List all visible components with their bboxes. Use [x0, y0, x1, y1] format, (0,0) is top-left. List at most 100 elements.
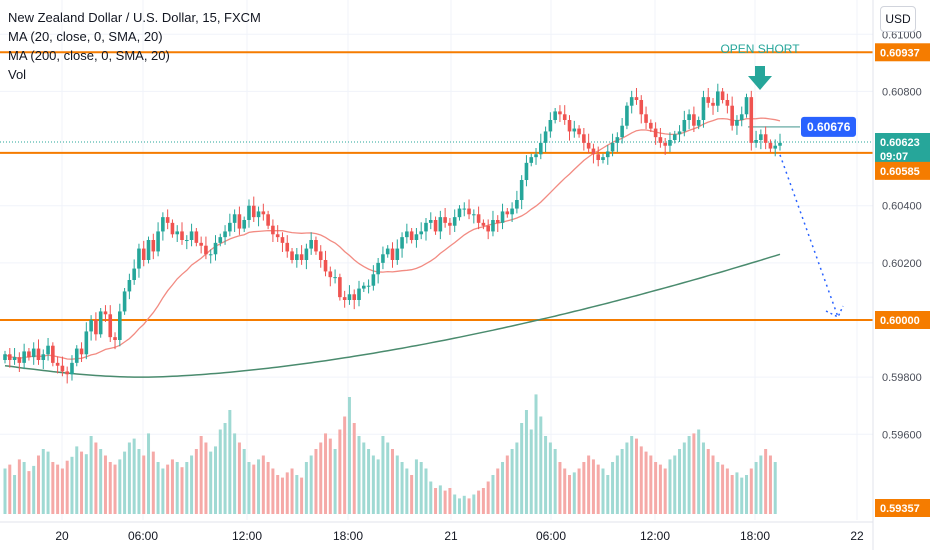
candle-body [51, 345, 55, 363]
candle-body [98, 311, 103, 335]
open-short-annotation: OPEN SHORT [720, 42, 800, 90]
currency-button[interactable]: USD [880, 6, 916, 32]
volume-bar [572, 472, 576, 514]
volume-bar [462, 495, 466, 514]
candle-body [596, 154, 601, 160]
candle-body [347, 294, 352, 300]
volume-bar [324, 433, 328, 514]
volume-bar [343, 416, 347, 514]
candle-body [768, 142, 773, 149]
volume-level-label-text: 0.59357 [880, 503, 920, 515]
volume-bar [89, 436, 93, 514]
ma200-line [4, 253, 781, 378]
candle-body [615, 137, 620, 143]
candle-body [739, 114, 744, 120]
volume-bar [151, 451, 155, 514]
candle-body [591, 148, 596, 155]
candle-body [495, 220, 500, 223]
volume-bar [209, 451, 213, 514]
candle-body [31, 348, 36, 358]
volume-bar [228, 410, 232, 514]
volume-bar [601, 468, 605, 514]
candle-body [462, 208, 467, 210]
candle-body [309, 240, 313, 249]
candle-body [161, 217, 165, 232]
volume-bar [582, 462, 586, 514]
candle-body [141, 248, 146, 260]
candle-body [625, 105, 629, 126]
candle-body [428, 220, 433, 223]
candle-body [213, 242, 218, 255]
volume-bar [419, 462, 423, 514]
volume-bar [257, 459, 261, 514]
volume-bars [3, 394, 777, 514]
price-tick-label: 0.60800 [882, 86, 922, 98]
volume-bar [75, 446, 79, 514]
symbol-title[interactable]: New Zealand Dollar / U.S. Dollar, 15, FX… [8, 10, 261, 25]
candle-body [491, 220, 495, 232]
time-axis: 20 06:00 12:00 18:00 21 06:00 12:00 18:00 22 [0, 521, 873, 543]
candle-body [452, 217, 457, 226]
volume-bar [501, 462, 505, 514]
candle-body [706, 97, 711, 103]
candle-body [754, 140, 758, 143]
volume-bar [13, 475, 17, 514]
volume-bar [553, 449, 557, 514]
volume-bar [300, 477, 304, 514]
volume-bar [620, 449, 624, 514]
volume-bar [127, 442, 131, 514]
ma200-legend[interactable]: MA (200, close, 0, SMA, 20) [8, 48, 170, 63]
volume-bar [80, 451, 84, 514]
volume-legend[interactable]: Vol [8, 67, 27, 82]
volume-bar [266, 462, 270, 514]
candle-body [314, 240, 318, 252]
candle-body [261, 211, 266, 215]
volume-bar [213, 446, 217, 514]
volume-bar [46, 451, 50, 514]
volume-bar [568, 475, 572, 514]
last-price-label-text: 09:07 [880, 151, 908, 163]
time-tick-label: 18:00 [333, 529, 363, 543]
candle-body [395, 248, 400, 260]
candle-body [419, 231, 424, 235]
target-level-label-text: 0.60000 [880, 315, 920, 327]
volume-bar [496, 468, 500, 514]
candle-body [189, 231, 194, 240]
candle-body [228, 222, 232, 232]
volume-bar [386, 442, 390, 514]
volume-bar [625, 442, 629, 514]
candle-body [204, 245, 208, 255]
volume-bar [395, 455, 399, 514]
candle-body [711, 102, 715, 106]
volume-bar [118, 459, 122, 514]
volume-bar [94, 442, 98, 514]
candle-body [759, 134, 763, 140]
projection-arrow [779, 154, 844, 319]
candle-body [132, 268, 136, 280]
candle-body [385, 248, 390, 255]
volume-bar [615, 455, 619, 514]
volume-bar [505, 455, 509, 514]
volume-bar [400, 462, 404, 514]
ma20-legend[interactable]: MA (20, close, 0, SMA, 20) [8, 29, 163, 44]
candle-body [725, 100, 730, 106]
volume-bar [36, 455, 40, 514]
candle-body [256, 211, 261, 218]
volume-bar [41, 449, 45, 514]
volume-bar [113, 464, 117, 514]
candle-body [65, 371, 69, 375]
candle-body [539, 142, 543, 155]
volume-bar [539, 416, 543, 514]
candle-body [692, 114, 696, 126]
candle-body [70, 362, 74, 375]
time-tick-label: 18:00 [740, 529, 770, 543]
volume-bar [548, 442, 552, 514]
down-arrow-icon [748, 76, 772, 90]
volume-bar [668, 459, 672, 514]
volume-bar [481, 488, 485, 514]
candle-body [108, 314, 113, 338]
candle-body [524, 162, 529, 180]
candle-body [156, 231, 160, 252]
candle-body [534, 154, 538, 158]
